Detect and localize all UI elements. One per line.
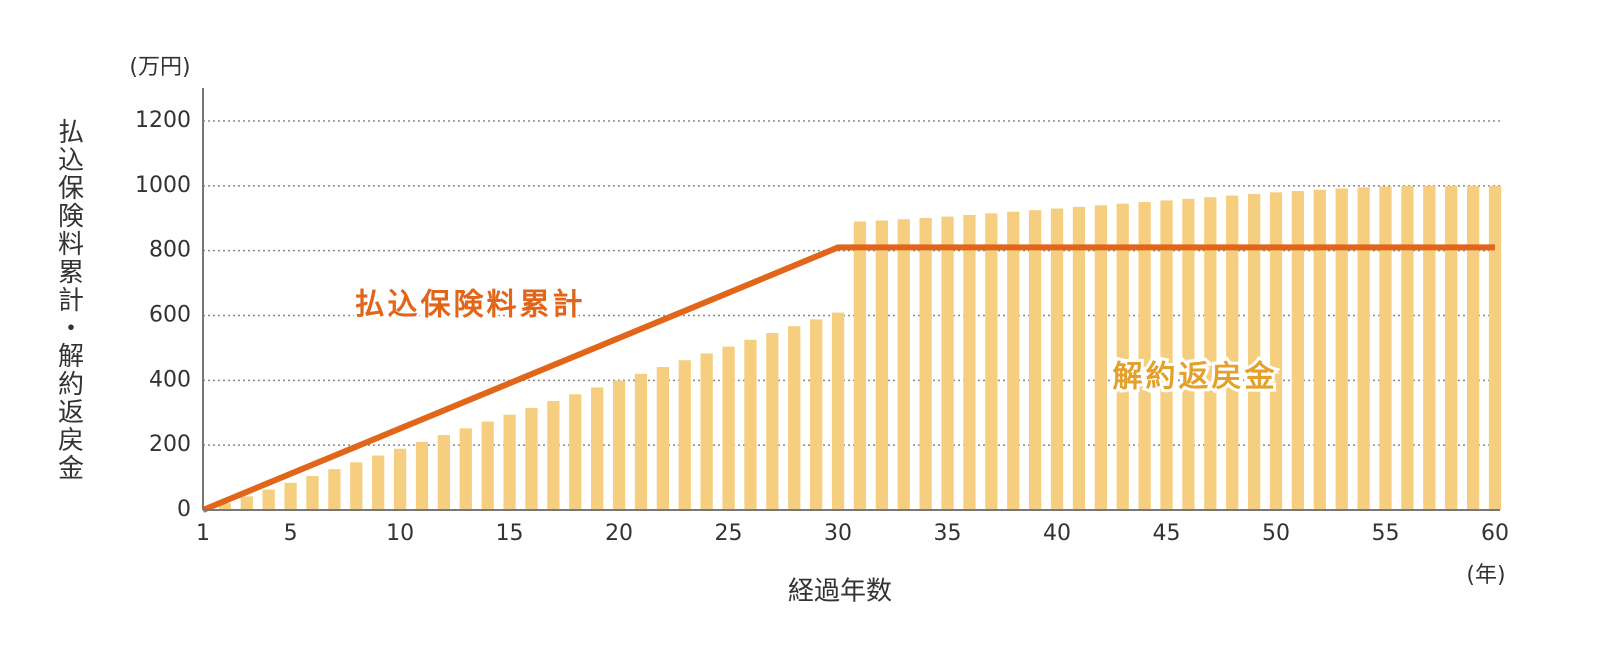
bar: [393, 448, 407, 510]
bar: [810, 319, 823, 510]
line: [201, 244, 1495, 513]
bar: [1357, 187, 1370, 510]
bar: [1182, 198, 1195, 511]
bar: [1466, 185, 1480, 511]
bar: [459, 428, 472, 510]
y-axis-label: 払込保険料累計・解約返戻金: [54, 118, 84, 482]
x-tick-label: 40: [1043, 521, 1071, 546]
x-tick-label: 30: [824, 521, 852, 546]
bar: [415, 441, 429, 510]
x-tick-label: 60: [1481, 521, 1509, 546]
x-tick-label: 25: [715, 521, 743, 546]
series-label: 解約返戻金: [1113, 360, 1278, 395]
bar: [1050, 208, 1064, 510]
bar: [1488, 185, 1502, 511]
x-tick-label: 10: [386, 521, 414, 546]
bar: [1094, 205, 1107, 511]
x-tick-label: 35: [934, 521, 962, 546]
bar: [1291, 191, 1305, 510]
bar: [656, 367, 669, 510]
bar: [700, 353, 713, 510]
bar: [1072, 206, 1086, 510]
bar: [831, 312, 845, 510]
bar: [744, 339, 757, 510]
y-tick-label: 400: [149, 367, 191, 392]
y-unit: (万円): [129, 55, 190, 80]
x-tick-label: 55: [1372, 521, 1400, 546]
x-tick-label: 15: [496, 521, 524, 546]
bar: [634, 373, 648, 510]
bar: [1445, 185, 1458, 511]
bar: [1007, 211, 1020, 510]
bar: [481, 421, 494, 510]
bar: [1116, 203, 1129, 510]
bar: [1226, 195, 1239, 510]
bar: [788, 326, 801, 510]
bar: [1160, 200, 1173, 510]
bar: [1335, 188, 1348, 510]
bar: [766, 333, 779, 510]
bar: [897, 219, 910, 510]
bar: [985, 213, 998, 510]
bar: [262, 489, 275, 510]
bar: [941, 216, 954, 511]
bar: [547, 401, 560, 510]
y-tick-label: 800: [149, 238, 191, 263]
x-axis-label: 経過年数: [788, 577, 892, 607]
bar: [240, 496, 253, 510]
x-tick-label: 1: [196, 521, 210, 546]
bar: [1204, 197, 1217, 510]
x-tick-label: 20: [605, 521, 633, 546]
x-tick-label: 5: [284, 521, 298, 546]
bar: [1029, 210, 1042, 511]
series-label: 払込保険料累計: [355, 288, 586, 323]
bar: [328, 469, 341, 510]
bar: [1313, 189, 1326, 510]
y-tick-label: 600: [149, 303, 191, 328]
bar: [1247, 193, 1261, 510]
bar: [591, 387, 604, 510]
bar: [853, 221, 867, 510]
bar: [350, 462, 363, 510]
bar: [722, 346, 735, 510]
bar: [218, 503, 232, 510]
y-tick-label: 1000: [135, 173, 191, 198]
x-tick-label: 50: [1262, 521, 1290, 546]
bar: [678, 360, 691, 510]
bar: [372, 455, 385, 510]
bar: [1423, 185, 1436, 511]
x-tick-label: 45: [1153, 521, 1181, 546]
bar: [1138, 202, 1151, 510]
bar: [569, 394, 582, 510]
y-tick-label: 1200: [135, 108, 191, 133]
bar: [525, 407, 538, 510]
bar: [284, 482, 297, 510]
bar: [1269, 192, 1283, 511]
bar: [306, 475, 319, 510]
bar: [1401, 185, 1414, 511]
y-tick-label: 200: [149, 432, 191, 457]
bar: [1379, 186, 1392, 510]
y-tick-label: 0: [177, 497, 191, 522]
bar: [503, 414, 516, 510]
bar: [437, 435, 451, 510]
bar: [612, 380, 626, 510]
bar: [963, 215, 976, 510]
bar: [875, 220, 888, 510]
x-unit: (年): [1466, 563, 1505, 588]
bar: [919, 217, 932, 510]
